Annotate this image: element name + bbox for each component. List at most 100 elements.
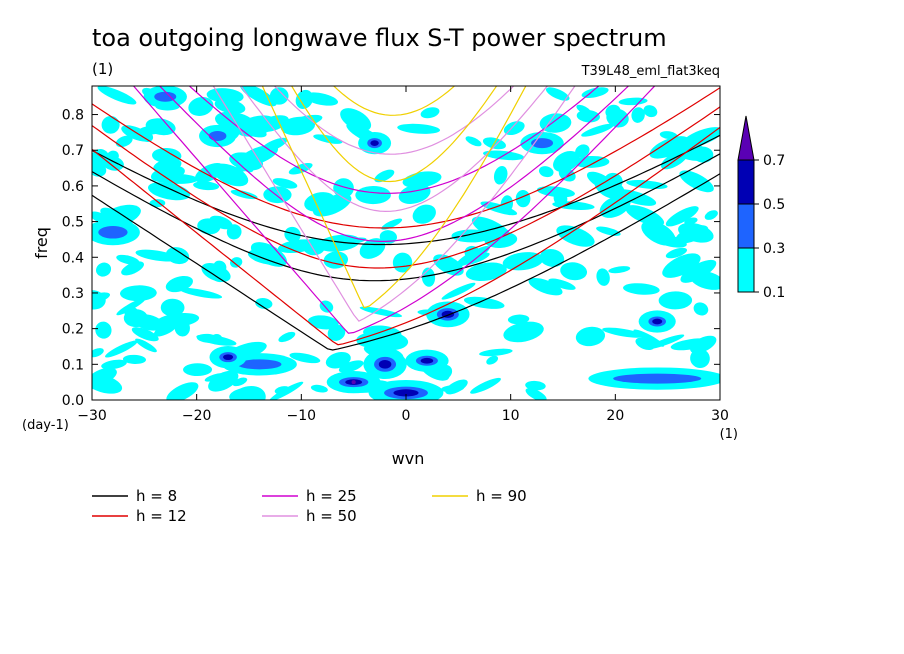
power-patch <box>381 218 403 230</box>
power-patch <box>596 268 610 286</box>
colorbar-extend-arrow <box>737 115 755 161</box>
power-patch <box>393 389 419 397</box>
power-patch <box>303 238 326 256</box>
power-patch <box>641 220 676 246</box>
chart-title: toa outgoing longwave flux S-T power spe… <box>92 24 667 52</box>
power-patch <box>351 380 356 385</box>
power-patch <box>539 113 572 133</box>
power-patch <box>208 130 227 141</box>
x-axis: −30 −20 −10 0 10 20 30 <box>77 86 729 424</box>
power-patch <box>528 277 563 296</box>
y-units: (day-1) <box>22 418 69 433</box>
y-tick-label: 0.0 <box>62 393 84 409</box>
power-patch <box>229 387 261 400</box>
power-patch <box>208 370 239 392</box>
power-patch <box>704 210 718 220</box>
dispersion-curve <box>92 106 720 269</box>
power-patch <box>274 386 290 395</box>
power-patch <box>92 348 104 358</box>
power-patch <box>133 314 164 331</box>
power-patch <box>693 302 709 316</box>
power-patch <box>269 87 289 105</box>
power-patch <box>151 147 182 164</box>
power-patch <box>179 287 223 299</box>
power-patch <box>649 136 690 159</box>
power-patch <box>689 270 720 290</box>
power-patch <box>470 377 501 394</box>
power-patch <box>647 334 685 350</box>
power-patch <box>420 107 440 119</box>
power-patch <box>153 321 178 337</box>
dispersion-curve <box>158 86 630 242</box>
legend: h = 8 h = 25 h = 90 h = 12 h = 50 <box>92 487 527 525</box>
colorbar-swatch <box>737 247 755 293</box>
power-patch <box>232 377 248 387</box>
power-patch <box>206 88 244 104</box>
power-patch <box>96 262 112 277</box>
power-patch <box>135 249 178 262</box>
power-patch <box>525 388 547 400</box>
power-patch <box>209 215 233 230</box>
power-patch <box>596 226 621 236</box>
power-patch <box>160 298 185 317</box>
power-patch <box>678 222 714 243</box>
power-patch <box>379 230 397 244</box>
power-patch <box>613 373 702 384</box>
power-patch <box>230 189 258 200</box>
power-patch <box>95 321 112 339</box>
power-patch <box>507 314 530 325</box>
power-patch <box>493 165 508 185</box>
power-patch <box>665 247 688 259</box>
y-tick-label: 0.1 <box>62 357 84 373</box>
dispersion-curve <box>290 86 498 183</box>
colorbar-label: 0.3 <box>763 241 785 257</box>
dispersion-curve <box>240 86 549 213</box>
dispersion-curve <box>92 87 720 229</box>
power-patch <box>625 205 665 227</box>
power-patch <box>370 140 379 146</box>
power-patch <box>193 181 220 191</box>
power-patch <box>548 278 576 290</box>
legend-label: h = 90 <box>476 487 527 505</box>
power-patch <box>515 189 531 208</box>
x-axis-label: wvn <box>392 449 425 468</box>
colorbar-swatch <box>737 159 755 205</box>
power-patch <box>174 319 190 337</box>
legend-label: h = 12 <box>136 507 187 525</box>
power-patch <box>659 131 678 140</box>
power-patch <box>289 352 321 364</box>
x-tick-label: 30 <box>711 408 729 424</box>
power-patch <box>166 382 199 400</box>
power-patch <box>363 325 402 342</box>
x-units: (1) <box>720 427 738 442</box>
x-tick-label: 10 <box>502 408 520 424</box>
y-tick-label: 0.7 <box>62 143 84 159</box>
experiment-label: T39L48_eml_flat3keq <box>581 64 720 79</box>
power-patch <box>98 226 128 239</box>
power-patch <box>455 246 490 267</box>
power-patch <box>161 161 175 181</box>
power-patch <box>539 249 565 267</box>
power-patch <box>101 359 127 370</box>
power-patch <box>576 104 592 115</box>
power-patch <box>378 360 392 369</box>
power-patch <box>441 282 476 300</box>
power-patch <box>503 321 544 343</box>
power-patch <box>538 166 554 178</box>
colorbar-label: 0.1 <box>763 285 785 301</box>
colorbar-label: 0.7 <box>763 153 785 169</box>
y-tick-label: 0.8 <box>62 108 84 124</box>
power-patch <box>500 195 514 213</box>
power-patch <box>652 318 663 325</box>
power-patch <box>295 89 314 109</box>
power-patch <box>662 253 701 278</box>
power-patch <box>412 204 436 224</box>
x-tick-label: 0 <box>402 408 411 424</box>
power-patch <box>486 355 499 365</box>
power-patch <box>196 333 220 343</box>
power-patch <box>445 379 468 395</box>
power-patch <box>451 229 492 243</box>
dispersion-curve <box>332 86 456 116</box>
power-patch <box>230 257 243 268</box>
dispersion-curve <box>92 153 720 282</box>
